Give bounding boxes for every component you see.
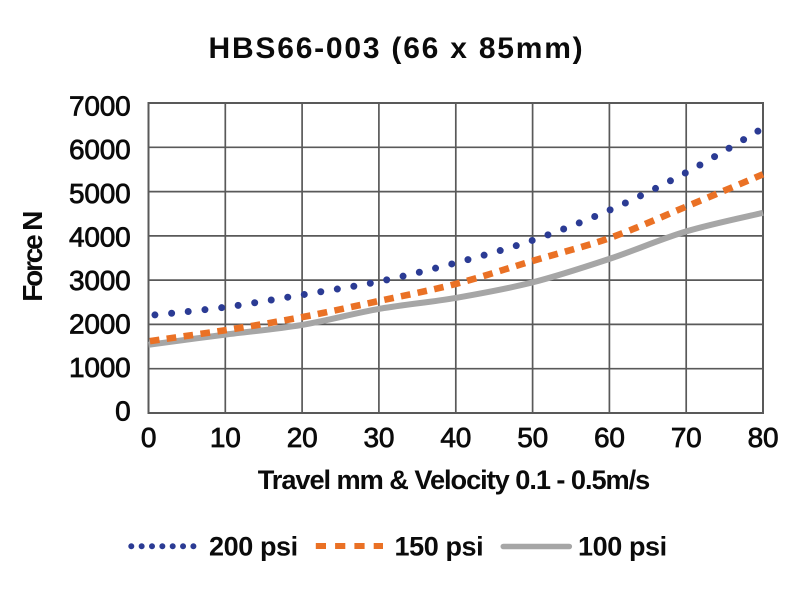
svg-text:1000: 1000 bbox=[69, 352, 131, 383]
svg-text:Force N: Force N bbox=[17, 212, 48, 302]
svg-text:100 psi: 100 psi bbox=[578, 532, 667, 562]
svg-text:80: 80 bbox=[748, 422, 779, 453]
svg-text:Travel mm & Velocity 0.1 - 0.5: Travel mm & Velocity 0.1 - 0.5m/s bbox=[258, 464, 650, 495]
svg-text:10: 10 bbox=[210, 422, 241, 453]
svg-text:0: 0 bbox=[141, 422, 156, 453]
svg-text:60: 60 bbox=[594, 422, 625, 453]
svg-text:3000: 3000 bbox=[69, 265, 131, 296]
svg-text:70: 70 bbox=[671, 422, 702, 453]
svg-text:150 psi: 150 psi bbox=[395, 532, 484, 562]
svg-text:0: 0 bbox=[115, 396, 130, 427]
svg-text:4000: 4000 bbox=[69, 221, 131, 252]
svg-text:2000: 2000 bbox=[69, 308, 131, 339]
svg-text:7000: 7000 bbox=[69, 91, 131, 122]
svg-text:40: 40 bbox=[440, 422, 471, 453]
svg-text:30: 30 bbox=[364, 422, 395, 453]
svg-text:50: 50 bbox=[517, 422, 548, 453]
svg-text:200 psi: 200 psi bbox=[209, 532, 298, 562]
svg-text:HBS66-003 (66 x 85mm): HBS66-003 (66 x 85mm) bbox=[209, 32, 585, 65]
svg-text:5000: 5000 bbox=[69, 178, 131, 209]
svg-text:20: 20 bbox=[287, 422, 318, 453]
svg-text:6000: 6000 bbox=[69, 134, 131, 165]
